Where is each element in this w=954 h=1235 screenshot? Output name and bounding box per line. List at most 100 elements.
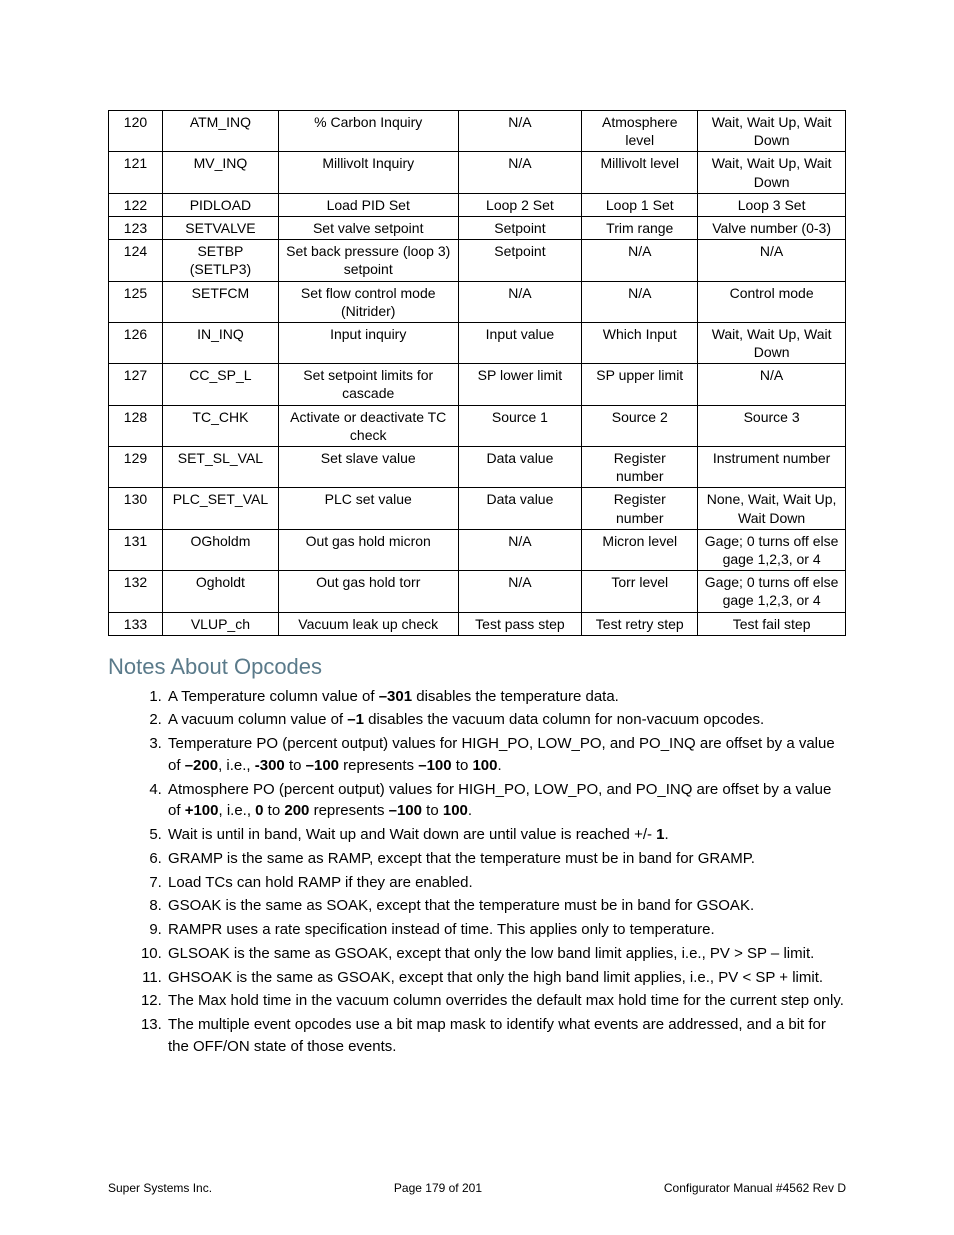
bold-text: 0 [255, 802, 263, 819]
table-row: 127CC_SP_LSet setpoint limits for cascad… [109, 364, 846, 405]
opcode-table-body: 120ATM_INQ% Carbon InquiryN/AAtmosphere … [109, 111, 846, 636]
table-cell: 120 [109, 111, 163, 152]
list-item: Atmosphere PO (percent output) values fo… [166, 779, 846, 823]
bold-text: –100 [306, 757, 339, 774]
table-cell: Loop 2 Set [458, 193, 582, 216]
table-cell: Wait, Wait Up, Wait Down [698, 152, 846, 193]
table-cell: % Carbon Inquiry [278, 111, 458, 152]
table-cell: VLUP_ch [162, 612, 278, 635]
table-cell: 130 [109, 488, 163, 529]
table-cell: Wait, Wait Up, Wait Down [698, 322, 846, 363]
table-cell: 127 [109, 364, 163, 405]
list-item: The Max hold time in the vacuum column o… [166, 990, 846, 1012]
notes-heading: Notes About Opcodes [108, 654, 846, 680]
table-cell: N/A [458, 281, 582, 322]
table-cell: Test fail step [698, 612, 846, 635]
list-item: Load TCs can hold RAMP if they are enabl… [166, 872, 846, 894]
bold-text: –100 [418, 757, 451, 774]
table-cell: 131 [109, 529, 163, 570]
table-cell: Data value [458, 488, 582, 529]
table-row: 120ATM_INQ% Carbon InquiryN/AAtmosphere … [109, 111, 846, 152]
table-cell: 125 [109, 281, 163, 322]
table-row: 128TC_CHKActivate or deactivate TC check… [109, 405, 846, 446]
table-cell: Wait, Wait Up, Wait Down [698, 111, 846, 152]
table-cell: Out gas hold torr [278, 571, 458, 612]
list-item: The multiple event opcodes use a bit map… [166, 1014, 846, 1058]
table-cell: Set slave value [278, 447, 458, 488]
bold-text: –100 [389, 802, 422, 819]
table-cell: 129 [109, 447, 163, 488]
table-cell: Source 2 [582, 405, 698, 446]
table-cell: TC_CHK [162, 405, 278, 446]
table-cell: Input value [458, 322, 582, 363]
table-cell: Set valve setpoint [278, 216, 458, 239]
table-cell: SP lower limit [458, 364, 582, 405]
footer-left: Super Systems Inc. [108, 1181, 212, 1195]
bold-text: –301 [379, 688, 412, 705]
table-cell: Loop 3 Set [698, 193, 846, 216]
table-cell: None, Wait, Wait Up, Wait Down [698, 488, 846, 529]
table-cell: Out gas hold micron [278, 529, 458, 570]
table-cell: 126 [109, 322, 163, 363]
table-cell: Instrument number [698, 447, 846, 488]
table-cell: ATM_INQ [162, 111, 278, 152]
table-row: 130PLC_SET_VALPLC set valueData valueReg… [109, 488, 846, 529]
table-cell: Millivolt Inquiry [278, 152, 458, 193]
table-cell: 128 [109, 405, 163, 446]
table-row: 126IN_INQInput inquiryInput valueWhich I… [109, 322, 846, 363]
table-row: 121MV_INQMillivolt InquiryN/AMillivolt l… [109, 152, 846, 193]
table-row: 124SETBP (SETLP3)Set back pressure (loop… [109, 240, 846, 281]
list-item: GSOAK is the same as SOAK, except that t… [166, 895, 846, 917]
table-cell: Input inquiry [278, 322, 458, 363]
table-cell: Vacuum leak up check [278, 612, 458, 635]
table-cell: IN_INQ [162, 322, 278, 363]
table-cell: Test pass step [458, 612, 582, 635]
document-page: 120ATM_INQ% Carbon InquiryN/AAtmosphere … [0, 0, 954, 1235]
table-row: 133VLUP_chVacuum leak up checkTest pass … [109, 612, 846, 635]
table-cell: Test retry step [582, 612, 698, 635]
table-cell: Trim range [582, 216, 698, 239]
table-row: 132OgholdtOut gas hold torrN/ATorr level… [109, 571, 846, 612]
table-cell: N/A [458, 571, 582, 612]
table-cell: Setpoint [458, 216, 582, 239]
table-row: 122PIDLOADLoad PID SetLoop 2 SetLoop 1 S… [109, 193, 846, 216]
table-cell: Source 1 [458, 405, 582, 446]
table-cell: Loop 1 Set [582, 193, 698, 216]
table-cell: N/A [582, 240, 698, 281]
table-cell: Set flow control mode (Nitrider) [278, 281, 458, 322]
table-cell: 133 [109, 612, 163, 635]
table-cell: 132 [109, 571, 163, 612]
page-footer: Super Systems Inc. Page 179 of 201 Confi… [108, 1181, 846, 1195]
table-cell: Ogholdt [162, 571, 278, 612]
bold-text: 1 [656, 826, 664, 843]
table-row: 123SETVALVESet valve setpointSetpointTri… [109, 216, 846, 239]
table-cell: Millivolt level [582, 152, 698, 193]
footer-center: Page 179 of 201 [394, 1181, 482, 1195]
table-cell: Register number [582, 447, 698, 488]
table-cell: SP upper limit [582, 364, 698, 405]
list-item: Wait is until in band, Wait up and Wait … [166, 824, 846, 846]
list-item: GLSOAK is the same as GSOAK, except that… [166, 943, 846, 965]
table-cell: N/A [582, 281, 698, 322]
table-cell: Torr level [582, 571, 698, 612]
table-cell: 122 [109, 193, 163, 216]
table-cell: 121 [109, 152, 163, 193]
bold-text: 100 [443, 802, 468, 819]
table-cell: Set back pressure (loop 3) setpoint [278, 240, 458, 281]
table-cell: Micron level [582, 529, 698, 570]
table-cell: N/A [458, 111, 582, 152]
table-cell: OGholdm [162, 529, 278, 570]
table-row: 129SET_SL_VALSet slave valueData valueRe… [109, 447, 846, 488]
bold-text: –1 [347, 711, 364, 728]
table-cell: 124 [109, 240, 163, 281]
table-cell: Source 3 [698, 405, 846, 446]
table-cell: N/A [698, 364, 846, 405]
opcode-table: 120ATM_INQ% Carbon InquiryN/AAtmosphere … [108, 110, 846, 636]
table-cell: Register number [582, 488, 698, 529]
list-item: RAMPR uses a rate specification instead … [166, 919, 846, 941]
list-item: GHSOAK is the same as GSOAK, except that… [166, 967, 846, 989]
table-cell: PLC set value [278, 488, 458, 529]
notes-list: A Temperature column value of –301 disab… [108, 686, 846, 1058]
table-cell: Gage; 0 turns off else gage 1,2,3, or 4 [698, 571, 846, 612]
table-cell: Control mode [698, 281, 846, 322]
